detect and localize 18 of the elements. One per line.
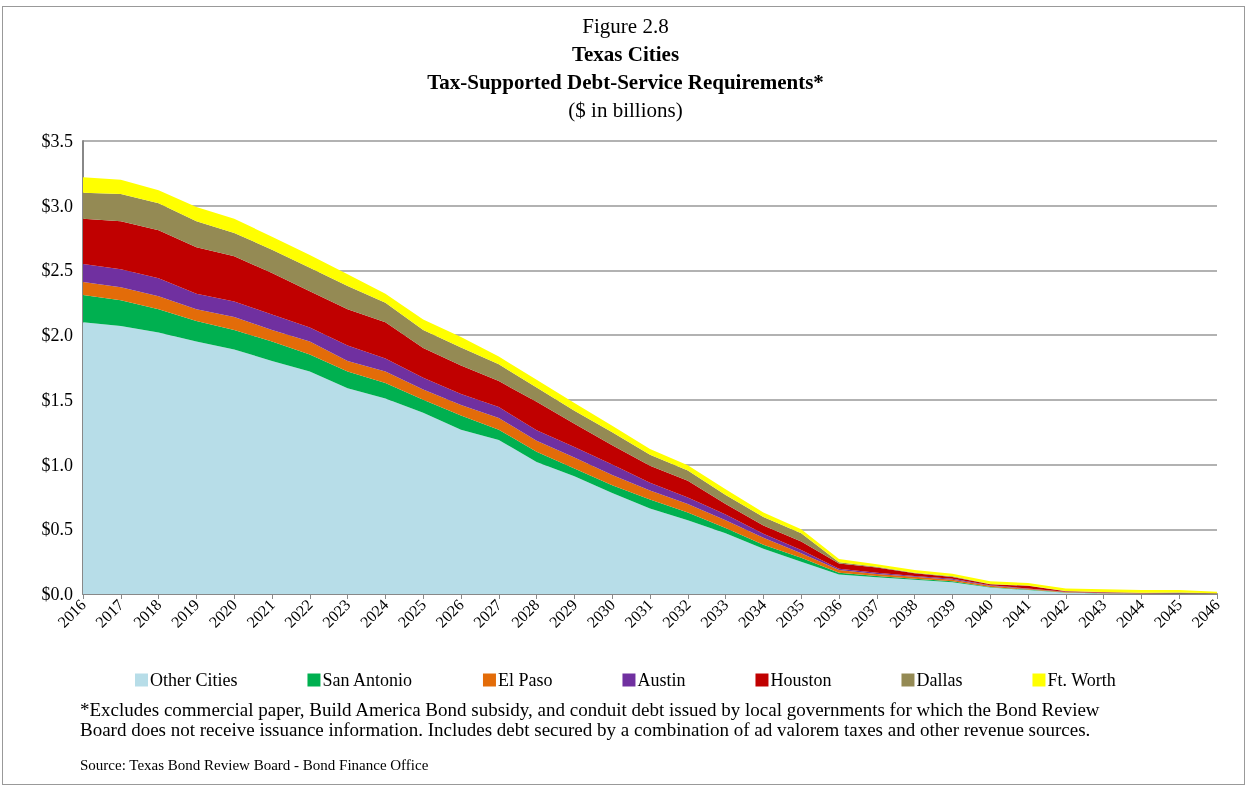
legend-label: Other Cities bbox=[149, 670, 238, 690]
y-tick-label: $1.0 bbox=[41, 454, 73, 475]
source-note: Source: Texas Bond Review Board - Bond Finance Office bbox=[80, 757, 430, 774]
text: *Excludes commercial paper, Build America Bond subsidy, and conduit debt issued by local governments for which the Bond Review Board does not receive issuance information. Includes debt secured by a combination of ad valorem taxes and other revenue sources. bbox=[80, 699, 1101, 740]
chart-subtitle: ($ in billions) bbox=[568, 97, 683, 122]
legend-label: Houston bbox=[770, 670, 832, 690]
legend-label: Austin bbox=[637, 670, 686, 690]
legend-label: Dallas bbox=[916, 670, 963, 690]
y-tick-label: $2.5 bbox=[41, 260, 73, 281]
legend-label: El Paso bbox=[497, 670, 553, 690]
y-tick-label: $1.5 bbox=[41, 389, 73, 410]
legend-label: Ft. Worth bbox=[1047, 670, 1116, 690]
y-tick-label: $3.0 bbox=[41, 195, 73, 216]
chart-title: Figure 2.8 Texas Cities Tax-Supported Debt-Service Requirements* bbox=[427, 13, 824, 94]
y-tick-label: $0.5 bbox=[41, 519, 73, 540]
y-tick-label: $3.5 bbox=[41, 131, 73, 151]
y-tick-label: $2.0 bbox=[41, 325, 73, 346]
legend-label: San Antonio bbox=[322, 670, 412, 690]
